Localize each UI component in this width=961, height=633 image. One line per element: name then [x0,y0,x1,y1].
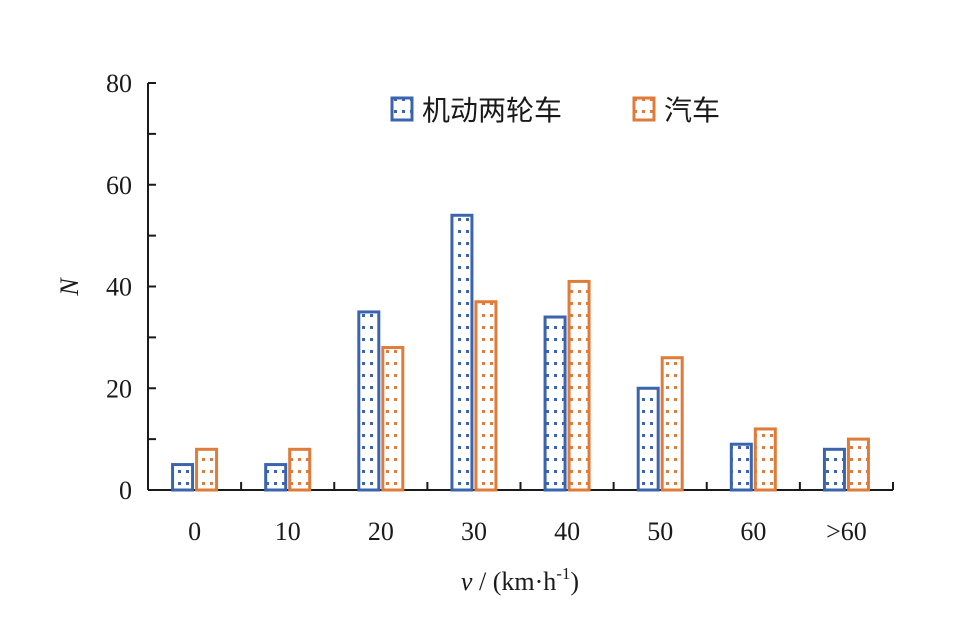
bar [264,463,288,492]
x-axis-title-close: ) [570,567,579,596]
bar [660,356,684,492]
bars [171,213,870,492]
bar [753,427,777,492]
y-tick-label: 60 [106,171,132,200]
x-tick-label: 0 [188,517,201,546]
bar [288,447,312,492]
bar [381,346,405,492]
x-axis-title-unit: / (km·h [472,567,556,596]
y-tick-label: 20 [106,374,132,403]
bar [474,300,498,492]
y-axis-title: N [55,277,84,297]
bar [195,447,219,492]
x-tick-label: 20 [368,517,394,546]
bar [543,315,567,492]
x-axis-title-variable: v [461,567,473,596]
x-tick-label: 30 [461,517,487,546]
legend-swatch [390,96,414,122]
x-tick-label: 50 [647,517,673,546]
bar [846,437,870,492]
bar [171,463,195,492]
x-tick-label: 10 [275,517,301,546]
legend-label: 机动两轮车 [422,94,562,127]
bar [567,279,591,492]
legend-label: 汽车 [664,94,720,127]
bar [729,442,753,492]
legend: 机动两轮车 汽车 [390,94,720,127]
x-axis-title: v / (km·h-1) [461,564,579,596]
x-axis-title-superscript: -1 [556,564,570,583]
y-tick-label: 80 [106,69,132,98]
bar [450,213,474,492]
x-tick-label: 60 [740,517,766,546]
legend-swatch [632,96,656,122]
x-tick-label: >60 [826,517,867,546]
bar [822,447,846,492]
bar [636,386,660,492]
x-axis: 0 10 20 30 40 50 60 >60 [148,482,894,546]
y-axis: 0 20 40 60 80 [106,69,156,505]
y-tick-label: 0 [119,476,132,505]
x-tick-label: 40 [554,517,580,546]
y-tick-label: 40 [106,273,132,302]
bar [357,310,381,492]
